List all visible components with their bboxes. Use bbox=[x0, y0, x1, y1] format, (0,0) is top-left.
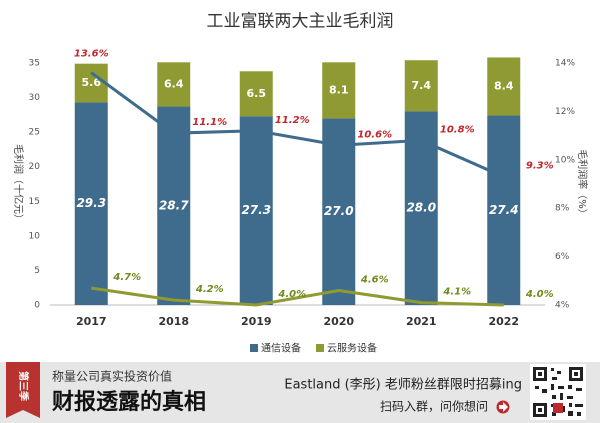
bar-value-label: 28.7 bbox=[159, 198, 189, 212]
bar bbox=[239, 116, 273, 306]
bar bbox=[322, 118, 356, 305]
bar bbox=[322, 62, 356, 119]
promo-text: Eastland (李彤) 老师粉丝群限时招募ing bbox=[284, 378, 522, 393]
y2-tick-label: 8% bbox=[555, 204, 570, 214]
y-tick-label: 20 bbox=[29, 162, 41, 172]
bar-value-label: 29.3 bbox=[76, 196, 106, 210]
bar bbox=[74, 102, 108, 305]
bar bbox=[404, 60, 438, 112]
bar-value-label: 6.5 bbox=[247, 87, 267, 100]
legend-swatch bbox=[316, 344, 324, 352]
chart-title: 工业富联两大主业毛利润 bbox=[207, 12, 394, 32]
bar bbox=[157, 106, 191, 305]
line bbox=[91, 286, 504, 307]
bar-value-label: 6.4 bbox=[164, 77, 184, 90]
bar bbox=[487, 57, 521, 116]
bar bbox=[74, 63, 108, 103]
y2-tick-label: 14% bbox=[555, 59, 575, 69]
y-tick-label: 0 bbox=[34, 301, 40, 311]
line-value-label: 11.2% bbox=[275, 115, 310, 126]
y-tick-label: 30 bbox=[29, 93, 41, 103]
y2-axis-label: 毛利润率（%） bbox=[576, 149, 589, 219]
line-value-label: 4.0% bbox=[277, 289, 306, 300]
y-tick-label: 25 bbox=[29, 128, 40, 138]
legend-label: 通信设备 bbox=[261, 342, 301, 355]
y-tick-label: 10 bbox=[29, 231, 41, 241]
x-tick-label: 2020 bbox=[323, 315, 354, 328]
bar-value-label: 8.4 bbox=[494, 80, 514, 93]
footer-title: 财报透露的真相 bbox=[52, 389, 206, 415]
bar-value-label: 27.3 bbox=[241, 203, 271, 217]
y-tick-label: 35 bbox=[29, 59, 40, 69]
qr-pattern bbox=[533, 367, 583, 417]
bar-value-label: 5.6 bbox=[82, 76, 102, 89]
line-value-label: 11.1% bbox=[192, 117, 227, 128]
footer-background bbox=[0, 362, 600, 423]
line-value-label: 4.2% bbox=[195, 284, 224, 295]
legend-swatch bbox=[250, 344, 258, 352]
line-value-label: 9.3% bbox=[526, 161, 554, 172]
line-value-label: 4.1% bbox=[442, 287, 471, 298]
line-value-label: 10.8% bbox=[440, 124, 475, 135]
x-tick-label: 2019 bbox=[241, 315, 272, 328]
line-value-label: 4.6% bbox=[360, 274, 389, 285]
y-tick-label: 5 bbox=[34, 266, 40, 276]
line-value-label: 10.6% bbox=[357, 129, 392, 140]
legend-label: 云服务设备 bbox=[327, 342, 377, 355]
arrow-glyph bbox=[499, 402, 508, 412]
line-value-label: 13.6% bbox=[74, 49, 109, 60]
y2-tick-label: 10% bbox=[555, 155, 575, 165]
bar bbox=[487, 115, 521, 305]
bar-value-label: 8.1 bbox=[329, 83, 349, 96]
line-value-label: 4.0% bbox=[525, 289, 554, 300]
y-axis-label: 毛利润（十亿元） bbox=[12, 144, 25, 224]
y2-tick-label: 12% bbox=[555, 107, 575, 117]
plot-area: 0 5 10 15 20 25 30 35 4% 6% 8% 10% 12% 14% 2017 2018 201… bbox=[29, 49, 576, 355]
bar bbox=[239, 71, 273, 117]
badge-ribbon bbox=[6, 362, 40, 418]
footer-banner: 第三季 称量公司真实投资价值 财报透露的真相 Eastland (李彤) 老师粉… bbox=[0, 362, 600, 423]
y-tick-label: 15 bbox=[29, 197, 40, 207]
footer-subtitle: 称量公司真实投资价值 bbox=[52, 369, 172, 384]
bar-value-label: 27.0 bbox=[324, 204, 354, 218]
bar-value-label: 28.0 bbox=[406, 201, 436, 215]
x-tick-label: 2022 bbox=[488, 315, 519, 328]
line bbox=[90, 71, 505, 179]
badge-text: 第三季 bbox=[17, 371, 30, 402]
x-tick-label: 2021 bbox=[406, 315, 437, 328]
line-value-label: 4.7% bbox=[112, 272, 141, 283]
x-tick-label: 2017 bbox=[76, 315, 107, 328]
cta-text: 扫码入群，问你想问 bbox=[380, 399, 488, 414]
x-tick-label: 2018 bbox=[158, 315, 189, 328]
bar-value-label: 7.4 bbox=[412, 79, 432, 92]
y2-tick-label: 6% bbox=[555, 252, 570, 262]
bar bbox=[157, 62, 191, 107]
y2-tick-label: 4% bbox=[555, 301, 570, 311]
bar-value-label: 27.4 bbox=[489, 203, 519, 217]
